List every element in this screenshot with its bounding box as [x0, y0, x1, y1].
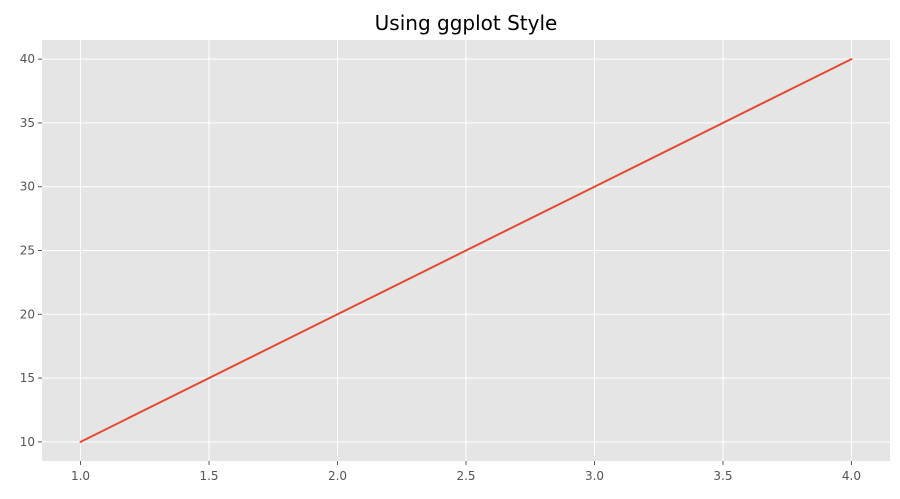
- data-point: [850, 58, 853, 61]
- y-tick-label: 20: [20, 307, 35, 321]
- x-tick-label: 1.0: [71, 469, 90, 483]
- y-tick-label: 10: [20, 435, 35, 449]
- data-point: [336, 313, 339, 316]
- x-tick-label: 3.5: [713, 469, 732, 483]
- chart-title: Using ggplot Style: [375, 11, 558, 35]
- y-tick-label: 30: [20, 180, 35, 194]
- x-tick-label: 2.5: [456, 469, 475, 483]
- series-line: [80, 58, 852, 443]
- data-point: [593, 185, 596, 188]
- x-tick-label: 3.0: [585, 469, 604, 483]
- x-tick-label: 4.0: [842, 469, 861, 483]
- y-tick-label: 15: [20, 371, 35, 385]
- y-tick-label: 40: [20, 52, 35, 66]
- axis-ticks: 1.0 1.5 2.0 2.5 3.0 3.5 4.0 10 15 20 25 30 35 40: [20, 52, 861, 483]
- x-tick-label: 2.0: [328, 469, 347, 483]
- y-tick-label: 25: [20, 244, 35, 258]
- data-point: [79, 440, 82, 443]
- y-tick-label: 35: [20, 116, 35, 130]
- series-layer: [79, 58, 853, 443]
- x-tick-label: 1.5: [199, 469, 218, 483]
